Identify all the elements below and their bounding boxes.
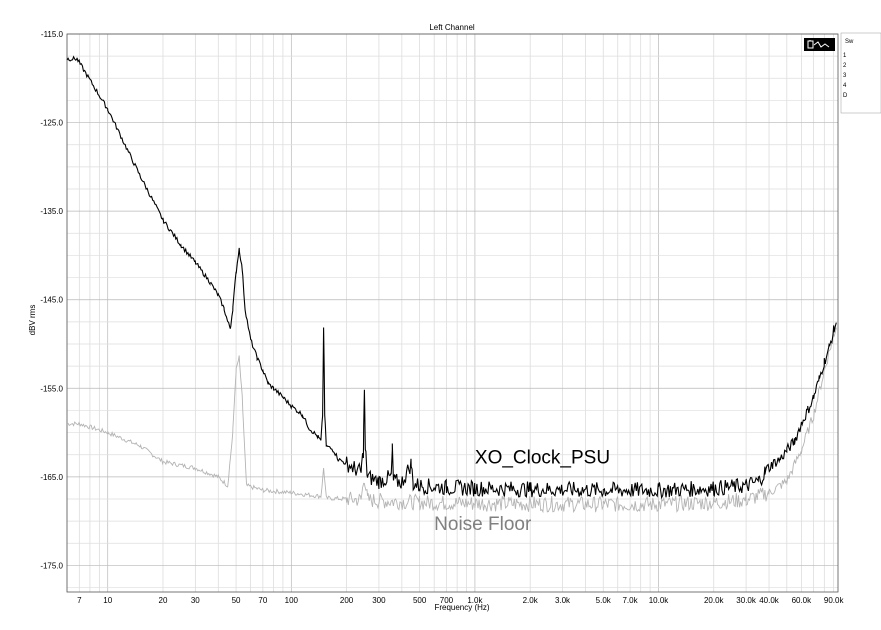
legend-row: 2 [843,63,847,69]
x-tick-label: 500 [413,596,427,605]
x-tick-label: 20 [159,596,168,605]
annotation-layer: XO_Clock_PSU Noise Floor [434,448,610,535]
y-tick-label: -115.0 [41,30,64,39]
y-tick-label: -135.0 [40,207,63,216]
series-line [66,327,837,514]
x-tick-label: 1.0k [467,596,483,605]
legend-row: 4 [843,83,847,89]
x-tick-label: 100 [285,596,299,605]
series-annotation: Noise Floor [434,514,532,535]
x-tick-label: 200 [340,596,354,605]
plot-frame [66,33,839,593]
x-tick-label: 10.0k [649,596,670,605]
legend-row: 3 [843,73,847,79]
x-tick-label: 30.0k [736,596,757,605]
series-annotation: XO_Clock_PSU [475,448,610,469]
chart-title: Left Channel [429,23,475,32]
x-tick-label: 50 [232,596,241,605]
x-tick-label: 700 [440,596,454,605]
y-tick-label: -155.0 [40,384,63,393]
legend-header: Sw [845,39,854,45]
y-tick-label: -145.0 [40,296,63,305]
x-axis-label: Frequency (Hz) [434,603,489,612]
x-tick-label: 7 [77,596,82,605]
x-tick-label: 90.0k [824,596,845,605]
x-tick-label: 7.0k [622,596,638,605]
x-tick-label: 20.0k [704,596,725,605]
y-tick-label: -165.0 [40,473,63,482]
y-tick-label: -175.0 [40,561,63,570]
x-tick-label: 40.0k [759,596,780,605]
x-tick-label: 60.0k [792,596,813,605]
legend-panel: Sw 1 2 3 4 D [840,32,881,114]
legend-row: 1 [843,53,847,59]
y-axis-label: dBV rms [28,305,37,336]
x-tick-label: 10 [103,596,112,605]
series-layer [66,55,837,514]
x-tick-label: 300 [372,596,386,605]
x-tick-label: 2.0k [523,596,539,605]
legend-row: D [843,93,848,99]
series-line [66,55,837,500]
analyzer-toolbar-icon[interactable] [804,38,835,51]
x-tick-label: 70 [258,596,267,605]
x-tick-label: 30 [191,596,200,605]
axes: -115.0 -125.0 -135.0 -145.0 -155.0 -165.0 -175… [40,30,844,605]
x-tick-label: 5.0k [596,596,612,605]
grid [66,33,838,592]
y-tick-label: -125.0 [40,119,63,128]
x-tick-label: 3.0k [555,596,571,605]
